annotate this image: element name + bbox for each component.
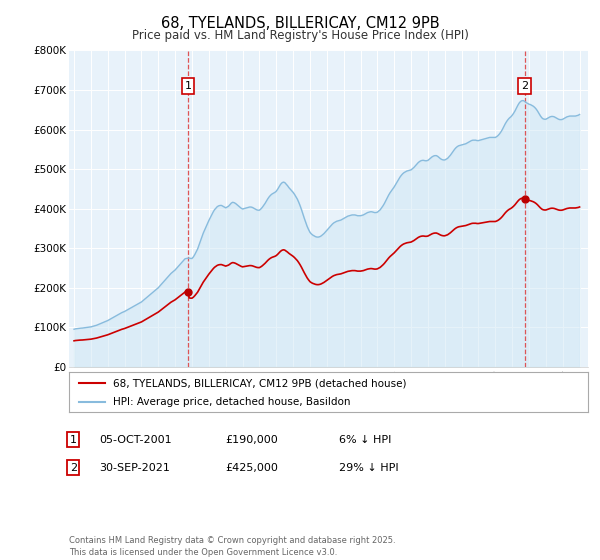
Text: 2: 2 [70,463,77,473]
Text: Contains HM Land Registry data © Crown copyright and database right 2025.
This d: Contains HM Land Registry data © Crown c… [69,536,395,557]
Text: 68, TYELANDS, BILLERICAY, CM12 9PB (detached house): 68, TYELANDS, BILLERICAY, CM12 9PB (deta… [113,379,407,389]
Text: 30-SEP-2021: 30-SEP-2021 [99,463,170,473]
Text: 2: 2 [521,81,529,91]
Text: £190,000: £190,000 [225,435,278,445]
Text: 68, TYELANDS, BILLERICAY, CM12 9PB: 68, TYELANDS, BILLERICAY, CM12 9PB [161,16,439,31]
Text: 6% ↓ HPI: 6% ↓ HPI [339,435,391,445]
Text: 29% ↓ HPI: 29% ↓ HPI [339,463,398,473]
Text: Price paid vs. HM Land Registry's House Price Index (HPI): Price paid vs. HM Land Registry's House … [131,29,469,42]
Text: £425,000: £425,000 [225,463,278,473]
Text: HPI: Average price, detached house, Basildon: HPI: Average price, detached house, Basi… [113,397,350,407]
Text: 05-OCT-2001: 05-OCT-2001 [99,435,172,445]
Text: 1: 1 [70,435,77,445]
Text: 1: 1 [184,81,191,91]
